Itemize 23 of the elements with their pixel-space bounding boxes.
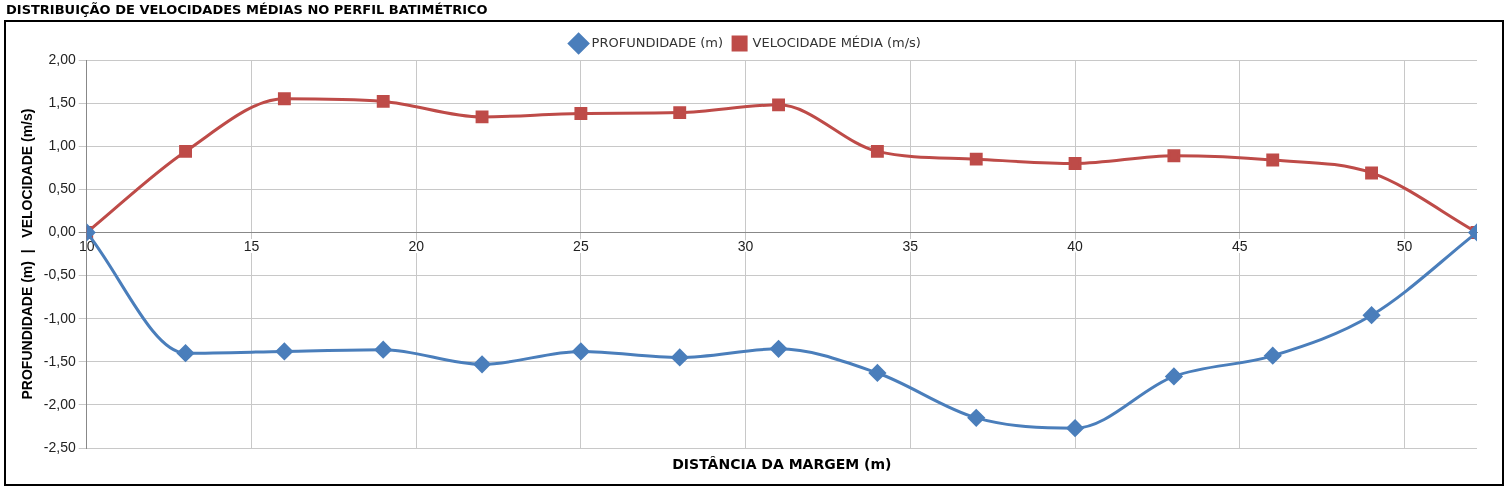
y-tick-label: -0,50 [43, 266, 76, 283]
x-tick-label: 30 [737, 237, 754, 254]
x-tick-label: 50 [1396, 237, 1413, 254]
y-tick-label: 2,00 [48, 50, 76, 67]
x-tick-label: 35 [902, 237, 919, 254]
x-axis-title: DISTÂNCIA DA MARGEM (m) [672, 455, 892, 472]
legend-label: VELOCIDADE MÉDIA (m/s) [752, 34, 921, 50]
x-tick-label: 40 [1067, 237, 1084, 254]
x-tick-label: 15 [243, 237, 260, 254]
y-tick-label: 1,50 [48, 93, 76, 110]
y-tick-label: 0,00 [48, 223, 76, 240]
x-tick-label: 45 [1232, 237, 1248, 254]
legend-label: PROFUNDIDADE (m) [591, 34, 724, 50]
y-tick-label: -1,00 [43, 309, 76, 326]
chart-title: DISTRIBUIÇÃO DE VELOCIDADES MÉDIAS NO PERFIL BATIMÉTRICO [6, 2, 489, 18]
y-tick-label: 0,50 [48, 180, 76, 197]
y-tick-label: 1,00 [48, 137, 76, 154]
y-tick-label: -2,00 [43, 395, 76, 412]
y-tick-label: -2,50 [43, 438, 76, 455]
x-tick-label: 20 [408, 237, 425, 254]
y-tick-label: -1,50 [43, 352, 76, 369]
x-tick-label: 25 [573, 237, 589, 254]
y-axis-title: PROFUNDIDADE (m) | VELOCIDADE (m/s) [19, 108, 36, 400]
